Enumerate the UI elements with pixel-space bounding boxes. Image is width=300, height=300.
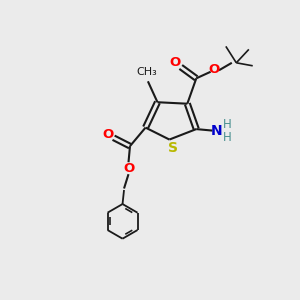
Text: H: H xyxy=(223,131,232,144)
Text: S: S xyxy=(168,141,178,155)
Text: N: N xyxy=(211,124,222,138)
Text: CH₃: CH₃ xyxy=(136,67,157,77)
Text: O: O xyxy=(170,56,181,69)
Text: O: O xyxy=(208,63,220,76)
Text: H: H xyxy=(223,118,232,130)
Text: O: O xyxy=(123,162,134,175)
Text: O: O xyxy=(103,128,114,141)
